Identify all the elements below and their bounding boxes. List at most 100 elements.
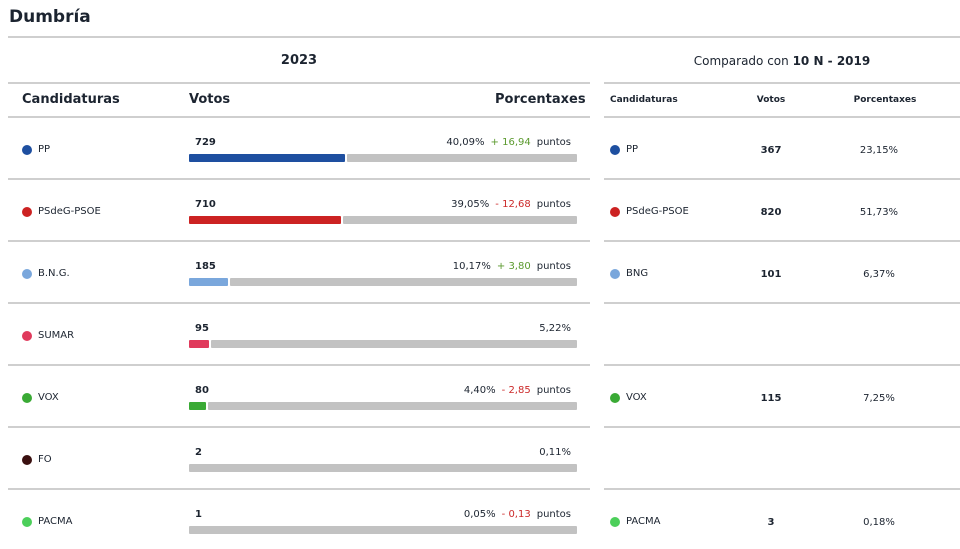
vote-count: 710 — [195, 199, 216, 210]
percentage-diff: - 2,85 — [501, 385, 531, 396]
header-porcentaxes: Porcentaxes — [495, 92, 586, 107]
table-row: SUMAR 95 5,22% — [0, 304, 960, 366]
compare-party-color-dot — [610, 145, 620, 155]
compare-party-color-dot — [610, 269, 620, 279]
party-name: PSdeG-PSOE — [38, 206, 101, 217]
percentage-line: 5,22% — [539, 323, 571, 334]
vote-bar-remainder — [208, 402, 577, 410]
party-name: VOX — [38, 392, 59, 403]
percentage-line: 0,11% — [539, 447, 571, 458]
comparison-election: 10 N - 2019 — [792, 54, 871, 68]
vote-bar-fill — [189, 216, 341, 224]
vote-count: 185 — [195, 261, 216, 272]
table-row: PSdeG-PSOE 710 39,05% - 12,68 puntos PSdeG-PS… — [0, 180, 960, 242]
vote-bar-remainder — [189, 526, 577, 534]
compare-vote-count: 820 — [760, 207, 782, 218]
compare-party-name: PACMA — [626, 516, 661, 527]
points-label: puntos — [536, 199, 571, 210]
table-row: PP 729 40,09% + 16,94 puntos PP 367 23,15% — [0, 118, 960, 180]
party-name: FO — [38, 454, 52, 465]
vote-bar-fill — [189, 340, 209, 348]
compare-header-porcentaxes: Porcentaxes — [853, 95, 917, 105]
compare-vote-count: 3 — [767, 517, 775, 528]
section-divider-left — [8, 82, 590, 84]
party-name: SUMAR — [38, 330, 75, 341]
vote-bar-fill — [189, 402, 206, 410]
comparison-title: Comparado con 10 N - 2019 — [604, 54, 960, 68]
percentage-value: 5,22% — [539, 323, 571, 334]
percentage-line: 10,17% + 3,80 puntos — [453, 261, 571, 272]
compare-party-color-dot — [610, 393, 620, 403]
compare-vote-count: 367 — [760, 145, 782, 156]
table-row: VOX 80 4,40% - 2,85 puntos VOX 115 7,25% — [0, 366, 960, 428]
percentage-value: 39,05% — [451, 199, 490, 210]
compare-percentage: 51,73% — [859, 207, 899, 218]
header-candidaturas: Candidaturas — [22, 92, 120, 107]
row-divider — [8, 178, 590, 180]
party-color-dot — [22, 393, 32, 403]
vote-bar-remainder — [211, 340, 577, 348]
points-label: puntos — [536, 385, 571, 396]
percentage-value: 40,09% — [446, 137, 485, 148]
page-title: Dumbría — [9, 7, 91, 27]
party-color-dot — [22, 455, 32, 465]
vote-count: 1 — [195, 509, 202, 520]
compare-percentage: 23,15% — [859, 145, 899, 156]
row-divider — [8, 426, 590, 428]
vote-bar-remainder — [189, 464, 577, 472]
header-divider-left — [8, 116, 590, 118]
percentage-diff: - 0,13 — [501, 509, 531, 520]
compare-header-candidaturas: Candidaturas — [610, 95, 678, 105]
vote-bar — [189, 340, 577, 348]
table-row: PACMA 1 0,05% - 0,13 puntos PACMA 3 0,18% — [0, 490, 960, 549]
compare-vote-count: 101 — [760, 269, 782, 280]
comparison-prefix: Comparado con — [693, 54, 789, 68]
compare-percentage: 0,18% — [863, 517, 895, 528]
vote-bar — [189, 154, 577, 162]
vote-count: 95 — [195, 323, 209, 334]
compare-party-color-dot — [610, 517, 620, 527]
header-votos: Votos — [189, 92, 231, 107]
vote-bar — [189, 278, 577, 286]
row-divider — [8, 488, 590, 490]
compare-party-name: PP — [626, 144, 639, 155]
percentage-value: 4,40% — [463, 385, 496, 396]
vote-bar — [189, 526, 577, 534]
party-color-dot — [22, 517, 32, 527]
compare-party-name: PSdeG-PSOE — [626, 206, 689, 217]
compare-party-name: VOX — [626, 392, 647, 403]
row-divider — [8, 240, 590, 242]
vote-bar-remainder — [230, 278, 577, 286]
party-color-dot — [22, 331, 32, 341]
vote-bar — [189, 464, 577, 472]
points-label: puntos — [536, 509, 571, 520]
compare-row-divider — [604, 364, 960, 366]
vote-bar-fill — [189, 154, 345, 162]
section-divider-right — [604, 82, 960, 84]
table-row: FO 2 0,11% — [0, 428, 960, 490]
vote-bar — [189, 216, 577, 224]
compare-row-divider — [604, 426, 960, 428]
party-color-dot — [22, 207, 32, 217]
party-name: PACMA — [38, 516, 73, 527]
points-label: puntos — [536, 137, 571, 148]
vote-bar-fill — [189, 278, 228, 286]
percentage-line: 0,05% - 0,13 puntos — [464, 509, 571, 520]
vote-count: 729 — [195, 137, 216, 148]
compare-percentage: 7,25% — [863, 393, 895, 404]
percentage-line: 4,40% - 2,85 puntos — [464, 385, 571, 396]
party-color-dot — [22, 145, 32, 155]
percentage-diff: - 12,68 — [495, 199, 531, 210]
vote-count: 80 — [195, 385, 209, 396]
vote-bar-remainder — [343, 216, 577, 224]
percentage-line: 40,09% + 16,94 puntos — [446, 137, 571, 148]
percentage-value: 10,17% — [452, 261, 491, 272]
percentage-value: 0,05% — [463, 509, 496, 520]
compare-vote-count: 115 — [760, 393, 782, 404]
title-divider — [8, 36, 960, 38]
percentage-diff: + 16,94 — [490, 137, 531, 148]
percentage-diff: + 3,80 — [496, 261, 531, 272]
header-divider-right — [604, 116, 960, 118]
percentage-value: 0,11% — [539, 447, 571, 458]
vote-bar-remainder — [347, 154, 577, 162]
